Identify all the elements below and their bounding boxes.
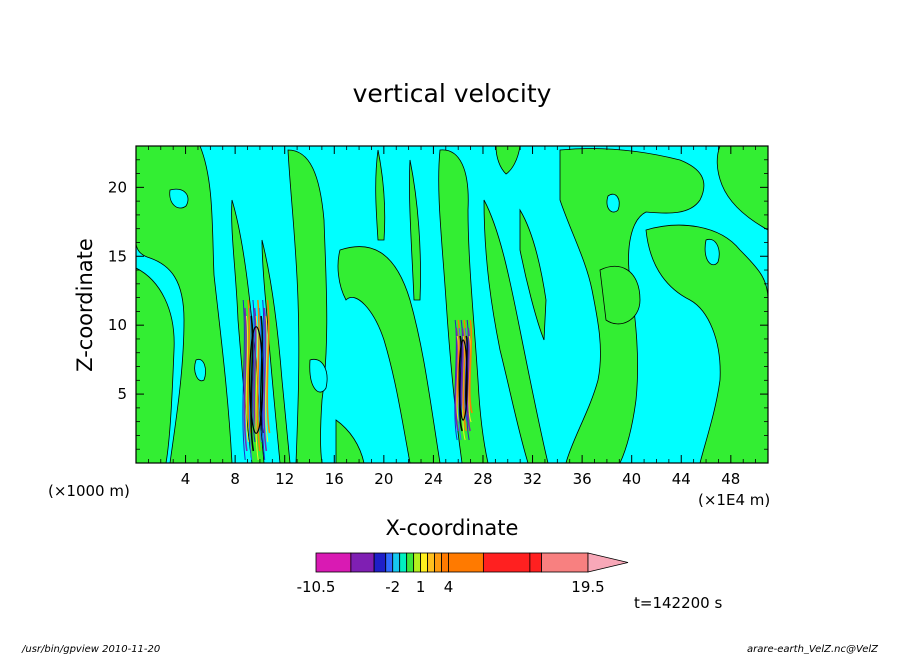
x-units-left: (×1000 m) [48,482,130,500]
footer-right: arare-earth_VelZ.nc@VelZ [747,644,879,654]
x-tick-label: 48 [721,470,740,488]
colorbar-swatch [350,552,375,573]
x-axis-title: X-coordinate [386,516,519,540]
colorbar-label: -2 [385,578,400,596]
colorbar-label: 1 [416,578,426,596]
colorbar-label: -10.5 [297,578,336,596]
x-tick-label: 32 [523,470,542,488]
colorbar-swatch [541,552,589,573]
plot-frame [135,145,769,464]
colorbar-extend-arrow [587,552,629,573]
colorbar-swatch [373,552,387,573]
y-axis: 5 10 15 20 [108,159,768,450]
y-tick-label: 10 [108,316,127,334]
colorbar-swatch [385,552,394,573]
colorbar-swatch [315,552,352,573]
y-tick-label: 5 [117,385,127,403]
y-tick-label: 20 [108,178,127,196]
colorbar-swatch [427,552,435,573]
colorbar-swatch [406,552,415,573]
colorbar: -10.5 -2 1 4 19.5 [297,552,629,596]
x-tick-label: 20 [374,470,393,488]
y-tick-label: 15 [108,247,127,265]
x-tick-label: 24 [424,470,443,488]
x-axis: 4 8 12 16 20 24 28 32 36 40 44 48 [147,146,757,488]
footer-left: /usr/bin/gpview 2010-11-20 [21,644,160,654]
colorbar-swatch [434,552,442,573]
colorbar-swatch [413,552,422,573]
colorbar-swatch [420,552,428,573]
x-tick-label: 40 [622,470,641,488]
x-units-right: (×1E4 m) [698,491,770,509]
contour-field [136,146,768,463]
colorbar-label: 4 [444,578,454,596]
x-tick-label: 16 [325,470,344,488]
x-tick-label: 44 [672,470,691,488]
colorbar-swatch [448,552,484,573]
colorbar-swatch [399,552,408,573]
x-tick-label: 4 [181,470,191,488]
colorbar-label: 19.5 [571,578,604,596]
colorbar-swatch [529,552,542,573]
y-axis-title: Z-coordinate [73,238,97,372]
x-tick-label: 36 [573,470,592,488]
colorbar-swatch [482,552,531,573]
x-tick-label: 8 [230,470,240,488]
colorbar-swatch [392,552,401,573]
x-tick-label: 28 [473,470,492,488]
chart-title: vertical velocity [353,79,552,108]
time-label: t=142200 s [634,594,722,612]
x-tick-label: 12 [275,470,294,488]
colorbar-swatch [441,552,449,573]
